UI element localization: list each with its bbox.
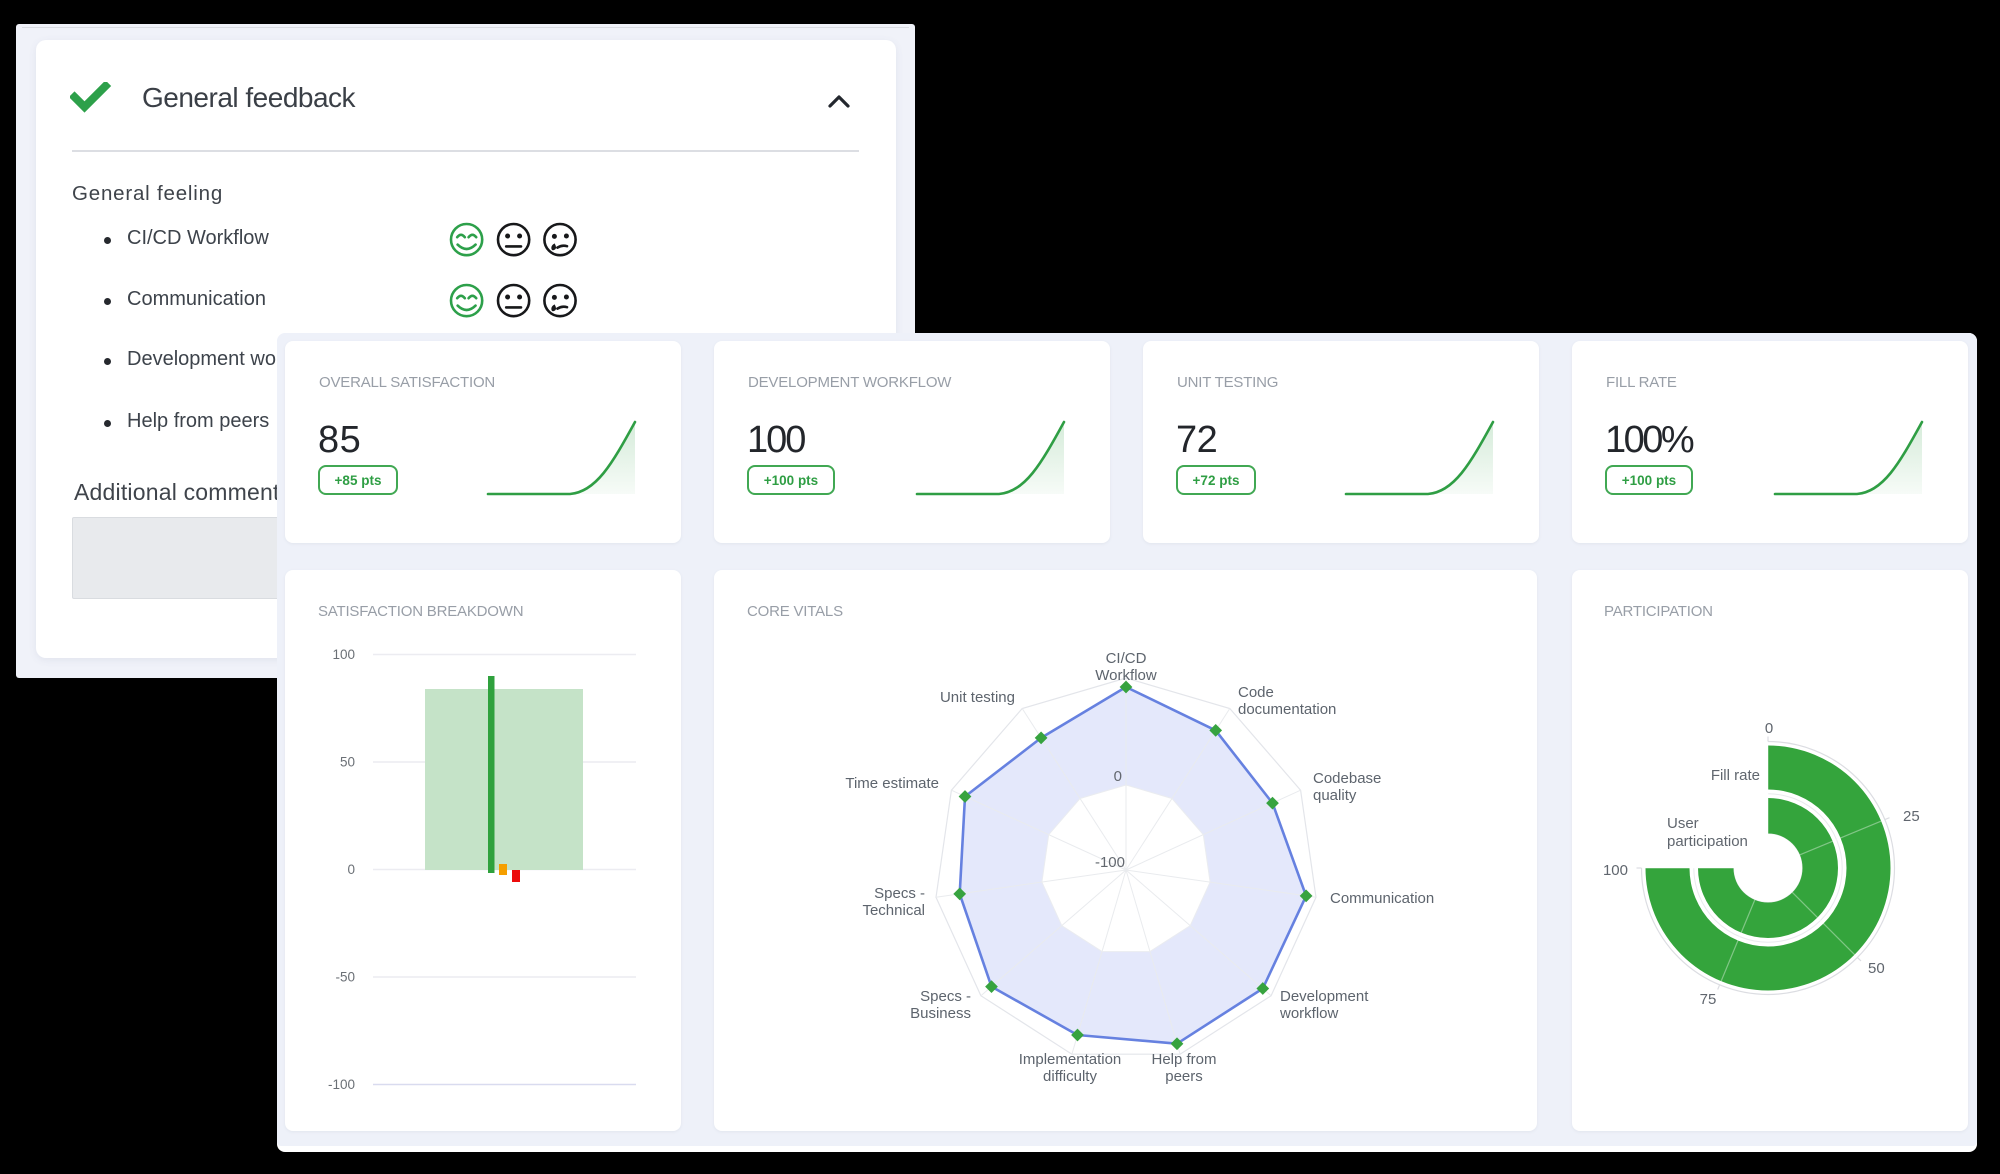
svg-text:Development: Development [1280,988,1369,1005]
svg-text:Communication: Communication [1330,890,1434,907]
svg-text:-100: -100 [1095,854,1125,871]
svg-text:50: 50 [340,755,355,770]
svg-text:Unit testing: Unit testing [940,689,1015,706]
svg-text:quality: quality [1313,787,1357,804]
svg-text:Time estimate: Time estimate [845,775,939,792]
svg-text:0: 0 [1114,768,1122,785]
svg-text:workflow: workflow [1279,1005,1339,1022]
svg-text:-100: -100 [328,1077,355,1092]
svg-text:Codebase: Codebase [1313,770,1381,787]
svg-text:100: 100 [1603,862,1628,879]
svg-text:Workflow: Workflow [1095,667,1157,684]
svg-text:100: 100 [332,647,355,662]
svg-text:Specs -: Specs - [920,988,971,1005]
svg-text:25: 25 [1903,808,1920,825]
svg-text:75: 75 [1700,991,1717,1008]
svg-text:Help from: Help from [1151,1051,1216,1068]
svg-text:Code: Code [1238,684,1274,701]
svg-text:Technical: Technical [862,902,925,919]
svg-text:Specs -: Specs - [874,885,925,902]
svg-text:participation: participation [1667,833,1748,850]
svg-text:documentation: documentation [1238,701,1336,718]
svg-text:difficulty: difficulty [1043,1068,1097,1085]
svg-text:Business: Business [910,1005,971,1022]
svg-text:peers: peers [1165,1068,1203,1085]
svg-text:Implementation: Implementation [1019,1051,1122,1068]
svg-text:User: User [1667,815,1699,832]
svg-text:Fill rate: Fill rate [1711,767,1760,784]
svg-text:-50: -50 [335,970,355,985]
svg-text:0: 0 [347,862,355,877]
svg-text:50: 50 [1868,960,1885,977]
svg-text:CI/CD: CI/CD [1106,650,1147,667]
svg-text:0: 0 [1765,720,1773,737]
